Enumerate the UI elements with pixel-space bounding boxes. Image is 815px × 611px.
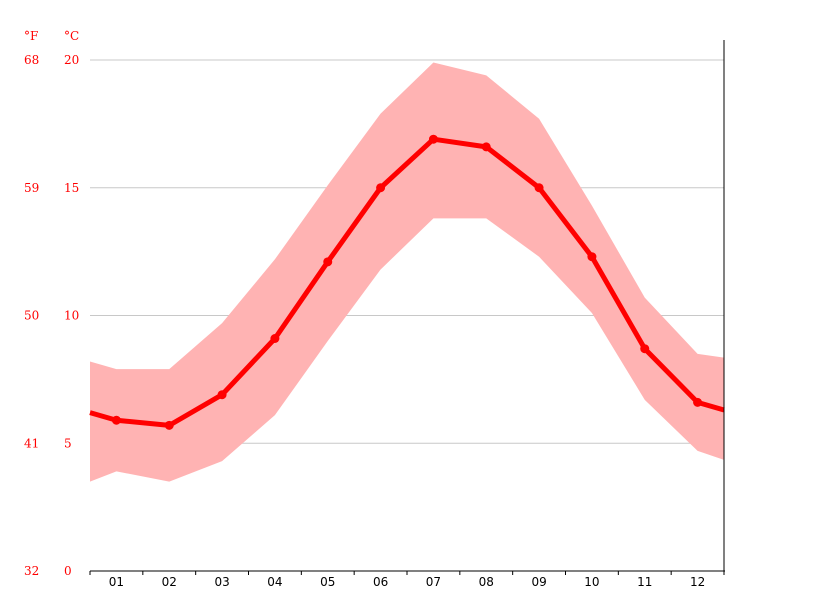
axes	[89, 40, 725, 575]
month-label-05: 05	[320, 575, 335, 589]
month-tick-labels: 01 02 03 04 05 06 07 08 09 10 11 12	[109, 575, 705, 589]
fahrenheit-tick-label: 50	[24, 309, 39, 323]
month-label-04: 04	[267, 575, 282, 589]
fahrenheit-tick-label: 59	[24, 181, 39, 195]
celsius-tick-label: 15	[64, 181, 79, 195]
month-label-01: 01	[109, 575, 124, 589]
data-point-12	[693, 397, 703, 407]
data-point-03	[217, 390, 227, 400]
data-point-07	[428, 134, 438, 144]
fahrenheit-tick-labels: 32 41 50 59 68	[24, 53, 39, 578]
month-label-03: 03	[214, 575, 229, 589]
fahrenheit-tick-label: 32	[24, 564, 39, 578]
month-label-06: 06	[373, 575, 388, 589]
data-point-04	[270, 333, 280, 343]
month-label-02: 02	[162, 575, 177, 589]
data-point-05	[323, 257, 333, 267]
data-point-01	[111, 415, 121, 425]
celsius-tick-label: 20	[64, 53, 79, 67]
celsius-tick-labels: 0 5 10 15 20	[64, 53, 79, 578]
month-label-11: 11	[637, 575, 652, 589]
data-point-08	[481, 142, 491, 152]
fahrenheit-tick-label: 68	[24, 53, 39, 67]
month-label-08: 08	[479, 575, 494, 589]
fahrenheit-unit-label: °F	[24, 29, 38, 43]
month-label-12: 12	[690, 575, 705, 589]
month-label-07: 07	[426, 575, 441, 589]
month-label-10: 10	[584, 575, 599, 589]
data-points	[111, 134, 703, 430]
data-point-09	[534, 183, 544, 193]
average-temperature-line	[89, 136, 725, 428]
data-point-06	[376, 183, 386, 193]
celsius-unit-label: °C	[64, 29, 79, 43]
celsius-tick-label: 10	[64, 309, 79, 323]
celsius-tick-label: 0	[64, 564, 72, 578]
data-point-10	[587, 252, 597, 262]
fahrenheit-tick-label: 41	[24, 436, 39, 450]
data-point-11	[640, 344, 650, 354]
data-point-02	[164, 420, 174, 430]
month-label-09: 09	[531, 575, 546, 589]
celsius-tick-label: 5	[64, 436, 72, 450]
temperature-range-band	[90, 62, 724, 482]
